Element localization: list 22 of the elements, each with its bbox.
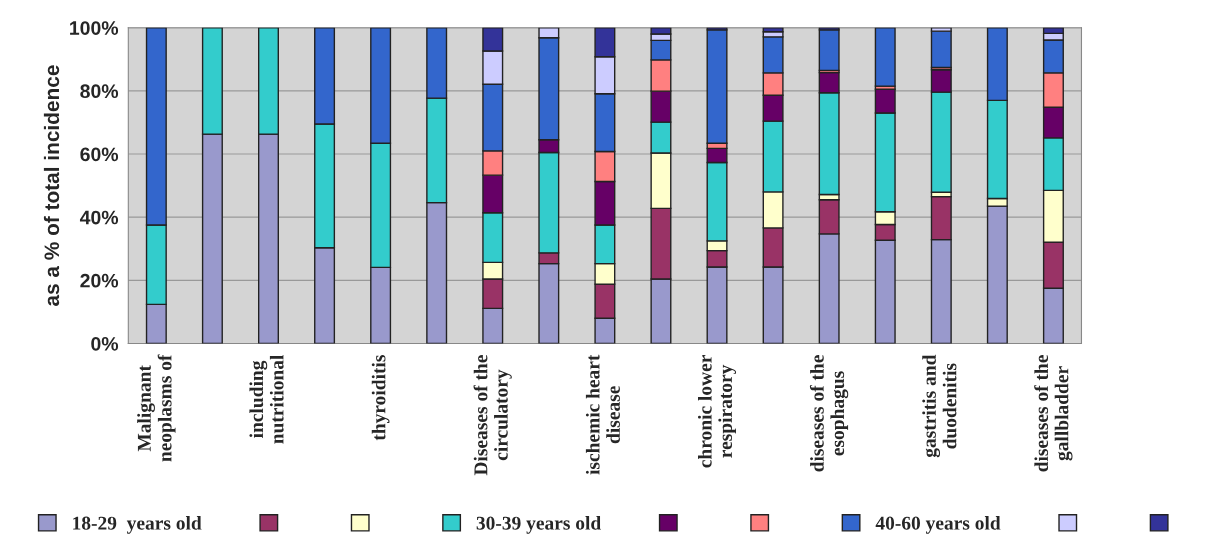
x-tick-label: Malignant neoplasms of (137, 354, 176, 462)
bar (874, 27, 896, 87)
x-tick-label: thyroiditis (371, 355, 390, 441)
y-tick-label: 100% (70, 21, 119, 35)
y-tick-label: 0% (91, 336, 119, 351)
legend-label: 40-60 years old (875, 516, 1001, 534)
x-tick-label: ischemic heart disease (585, 354, 620, 475)
x-tick-label: diseases of the gallbladder (1034, 355, 1073, 472)
legend-label: 18-29 years old (73, 516, 202, 534)
y-tick-label: 60% (80, 147, 119, 162)
y-tick-label: 20% (80, 273, 119, 288)
y-axis-title: as a % of total incidence (43, 65, 60, 306)
x-tick-label: including nutritional (249, 354, 284, 444)
y-tick-label: 80% (80, 84, 119, 99)
bar (818, 29, 840, 72)
x-tick-label: chronic lower respiratory (698, 355, 737, 468)
bar (930, 30, 952, 69)
y-tick-label: 40% (79, 210, 119, 225)
x-tick-label: Diseases of the circulatory (473, 355, 512, 476)
x-tick-label: gastritis and duodenitis (922, 354, 957, 458)
legend-label: 30-39 years old (476, 516, 601, 534)
x-tick-label: diseases of the esophagus (809, 355, 849, 472)
